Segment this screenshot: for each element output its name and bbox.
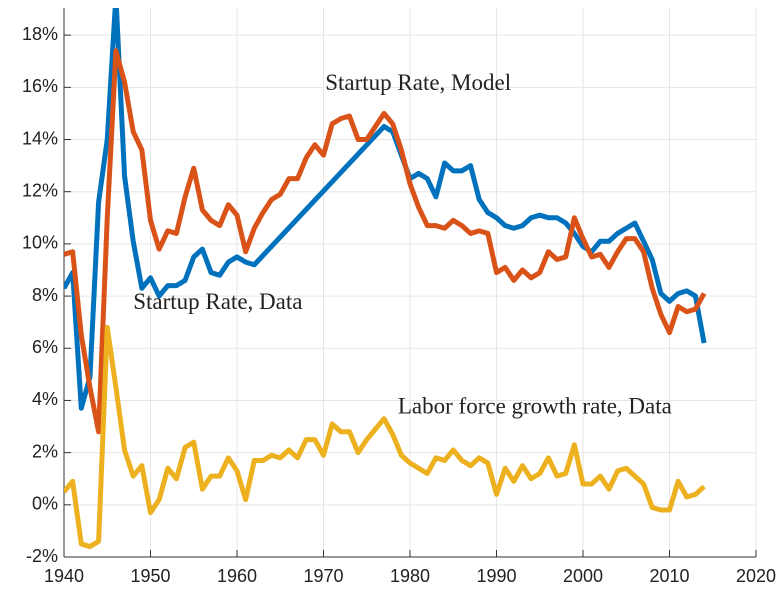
y-tick-label: 4% [32, 389, 58, 409]
series-label: Startup Rate, Data [133, 289, 302, 314]
x-tick-label: 1960 [217, 566, 257, 586]
y-tick-label: 2% [32, 441, 58, 461]
y-tick-label: 8% [32, 285, 58, 305]
y-tick-label: 14% [22, 128, 58, 148]
x-tick-label: 1950 [130, 566, 170, 586]
x-tick-label: 1980 [390, 566, 430, 586]
y-tick-label: -2% [26, 546, 58, 566]
x-tick-label: 2000 [563, 566, 603, 586]
series-label: Labor force growth rate, Data [398, 393, 672, 418]
y-tick-label: 16% [22, 76, 58, 96]
x-tick-label: 1940 [44, 566, 84, 586]
y-tick-label: 12% [22, 180, 58, 200]
y-tick-label: 10% [22, 233, 58, 253]
series-line [64, 8, 707, 411]
y-tick-label: 0% [32, 494, 58, 514]
series-label: Startup Rate, Model [325, 70, 511, 95]
x-tick-label: 1970 [303, 566, 343, 586]
series-line [64, 324, 706, 550]
x-tick-label: 1990 [476, 566, 516, 586]
y-tick-label: 18% [22, 24, 58, 44]
plot-area [64, 8, 707, 550]
x-tick-label: 2010 [649, 566, 689, 586]
x-tick-label: 2020 [736, 566, 776, 586]
y-tick-label: 6% [32, 337, 58, 357]
series-line [64, 48, 707, 435]
